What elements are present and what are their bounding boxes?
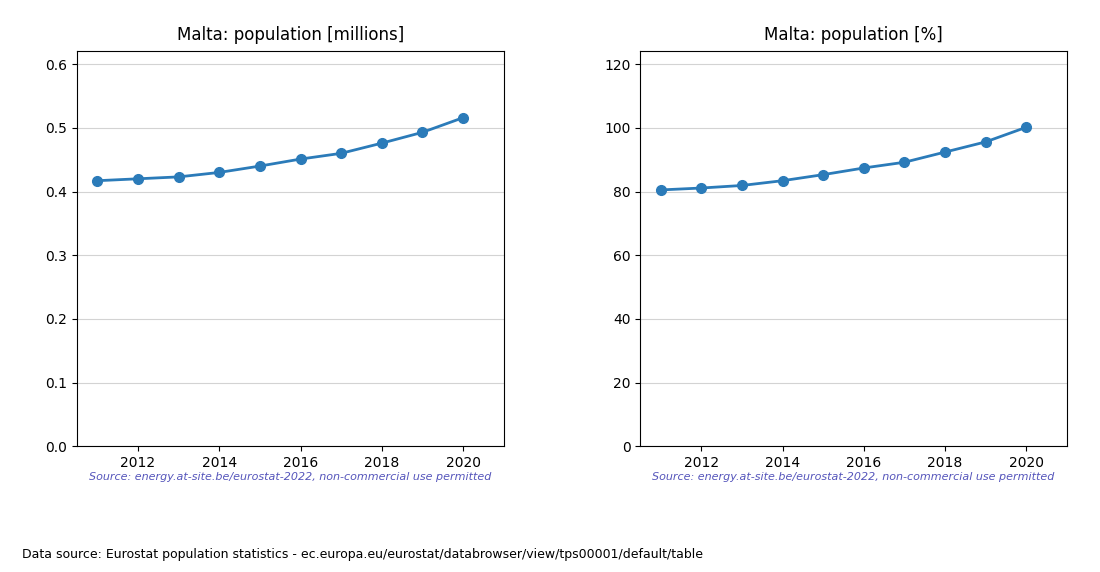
Text: Source: energy.at-site.be/eurostat-2022, non-commercial use permitted: Source: energy.at-site.be/eurostat-2022,…	[89, 472, 492, 482]
Text: Source: energy.at-site.be/eurostat-2022, non-commercial use permitted: Source: energy.at-site.be/eurostat-2022,…	[652, 472, 1055, 482]
Text: Data source: Eurostat population statistics - ec.europa.eu/eurostat/databrowser/: Data source: Eurostat population statist…	[22, 547, 703, 561]
Title: Malta: population [%]: Malta: population [%]	[764, 26, 943, 45]
Title: Malta: population [millions]: Malta: population [millions]	[177, 26, 404, 45]
